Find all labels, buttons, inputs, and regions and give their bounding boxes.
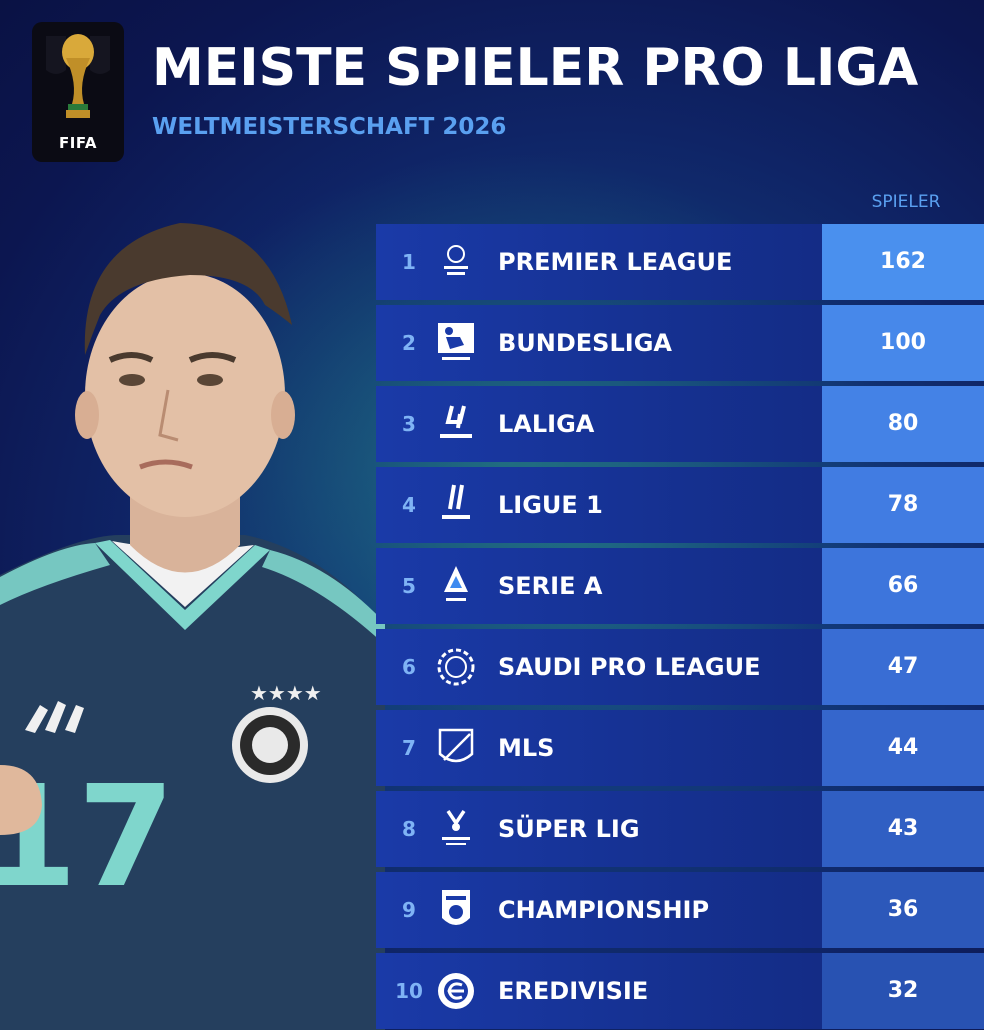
rank-number: 6 xyxy=(402,655,416,679)
rank-number: 1 xyxy=(402,250,416,274)
player-count: 36 xyxy=(887,897,919,922)
league-name: CHAMPIONSHIP xyxy=(498,896,710,924)
league-name: LIGUE 1 xyxy=(498,491,603,519)
value-cell xyxy=(822,548,984,624)
table-row: 2 BUNDESLIGA 100 xyxy=(376,305,984,381)
rank-number: 10 xyxy=(395,979,423,1003)
league-name: SAUDI PRO LEAGUE xyxy=(498,653,761,681)
value-cell xyxy=(822,872,984,948)
player-count: 162 xyxy=(880,249,926,274)
value-cell xyxy=(822,710,984,786)
player-count: 80 xyxy=(887,411,919,436)
player-count: 100 xyxy=(880,330,926,355)
page-subtitle: WELTMEISTERSCHAFT 2026 xyxy=(152,114,507,140)
value-cell xyxy=(822,953,984,1029)
value-cell xyxy=(822,224,984,300)
page-title: MEISTE SPIELER PRO LIGA xyxy=(152,38,919,98)
table-row: 5 SERIE A 66 xyxy=(376,548,984,624)
table-row: 1 PREMIER LEAGUE 162 xyxy=(376,224,984,300)
table-row: 3 LALIGA 80 xyxy=(376,386,984,462)
value-cell xyxy=(822,629,984,705)
rank-number: 2 xyxy=(402,331,416,355)
row-background xyxy=(376,629,822,705)
table-row: 9 CHAMPIONSHIP 36 xyxy=(376,872,984,948)
ligue1-logo-icon xyxy=(442,484,470,519)
value-cell xyxy=(822,791,984,867)
league-name: PREMIER LEAGUE xyxy=(498,248,733,276)
row-background xyxy=(376,224,822,300)
league-name: SÜPER LIG xyxy=(498,815,640,843)
player-count: 66 xyxy=(887,573,919,598)
eredivisie-logo-icon xyxy=(438,973,474,1009)
bundesliga-logo-icon xyxy=(438,323,474,360)
value-cell xyxy=(822,305,984,381)
world-cup-trophy-icon xyxy=(46,34,110,118)
table-row: 8 SÜPER LIG 43 xyxy=(376,791,984,867)
league-name: EREDIVISIE xyxy=(498,977,649,1005)
laliga-logo-icon xyxy=(440,405,472,438)
rank-number: 7 xyxy=(402,736,416,760)
rank-number: 3 xyxy=(402,412,416,436)
table-row: 6 SAUDI PRO LEAGUE 47 xyxy=(376,629,984,705)
player-count: 78 xyxy=(887,492,919,517)
league-name: BUNDESLIGA xyxy=(498,329,672,357)
league-name: LALIGA xyxy=(498,410,595,438)
mls-logo-icon xyxy=(438,728,474,763)
fifa-world-cup-logo: FIFA xyxy=(32,22,124,162)
serie-a-logo-icon xyxy=(444,566,468,601)
table-row: 4 LIGUE 1 78 xyxy=(376,467,984,543)
rank-number: 9 xyxy=(402,898,416,922)
fifa-wordmark: FIFA xyxy=(59,134,97,152)
premier-league-logo-icon xyxy=(444,245,468,275)
league-name: SERIE A xyxy=(498,572,603,600)
super-lig-logo-icon xyxy=(442,810,470,845)
player-photo: ★★★★ 17 xyxy=(0,223,385,1030)
championship-logo-icon xyxy=(442,890,470,925)
player-count: 43 xyxy=(887,816,919,841)
table-row: 7 MLS 44 xyxy=(376,710,984,786)
table-row: 10 EREDIVISIE 32 xyxy=(376,953,984,1029)
player-count: 32 xyxy=(887,978,919,1003)
value-cell xyxy=(822,386,984,462)
svg-text:★★★★: ★★★★ xyxy=(250,681,322,705)
rank-number: 5 xyxy=(402,574,416,598)
player-count: 44 xyxy=(887,735,919,760)
value-cell xyxy=(822,467,984,543)
rank-number: 4 xyxy=(402,493,416,517)
player-count: 47 xyxy=(887,654,919,679)
league-name: MLS xyxy=(498,734,555,762)
row-background xyxy=(376,710,822,786)
saudi-pro-league-logo-icon xyxy=(437,648,475,686)
rank-number: 8 xyxy=(402,817,416,841)
column-header-players: SPIELER xyxy=(871,192,941,212)
row-background xyxy=(376,791,822,867)
